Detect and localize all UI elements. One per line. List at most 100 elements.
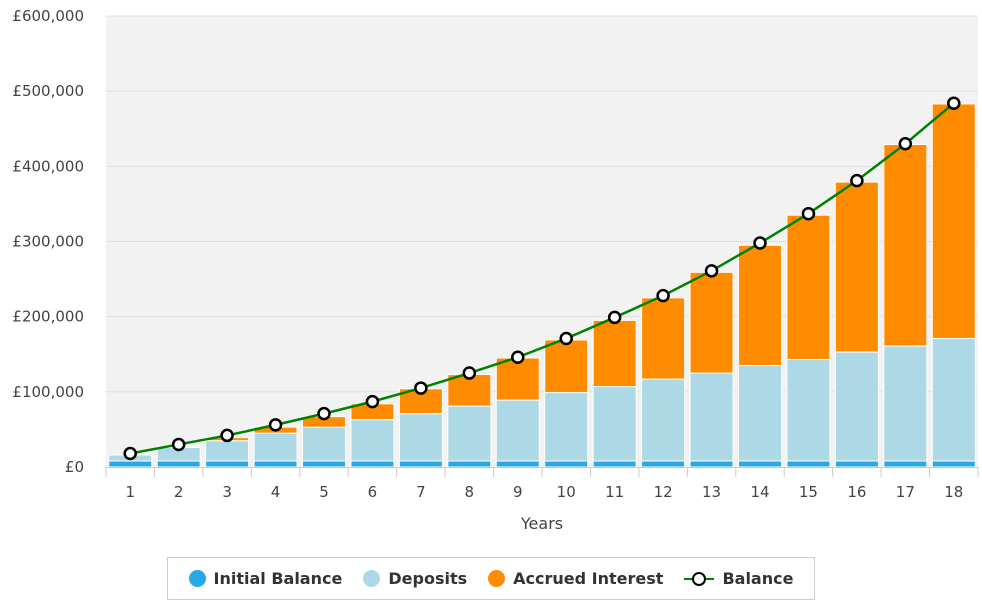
legend-dot-icon: [363, 570, 381, 587]
bar-accrued-interest[interactable]: [641, 297, 686, 380]
bar-initial-balance[interactable]: [592, 460, 637, 468]
bar-initial-balance[interactable]: [350, 460, 395, 468]
bar-deposits[interactable]: [883, 345, 928, 462]
x-tick-label: 5: [319, 483, 329, 501]
bar-deposits[interactable]: [689, 372, 734, 462]
balance-point[interactable]: [268, 418, 283, 432]
legend-label: Accrued Interest: [513, 569, 664, 588]
x-tick-label: 9: [513, 483, 523, 501]
balance-point[interactable]: [123, 446, 137, 461]
bar-initial-balance[interactable]: [641, 460, 686, 468]
balance-point[interactable]: [414, 381, 428, 395]
x-tick-label: 4: [271, 483, 281, 501]
bar-initial-balance[interactable]: [689, 460, 734, 468]
bar-initial-balance[interactable]: [447, 460, 492, 468]
bar-initial-balance[interactable]: [253, 460, 298, 468]
bar-initial-balance[interactable]: [883, 460, 928, 468]
bar-initial-balance[interactable]: [738, 460, 782, 468]
balance-point[interactable]: [559, 331, 573, 346]
bar-accrued-interest[interactable]: [447, 374, 492, 407]
x-tick-label: 15: [799, 483, 818, 501]
x-tick-label: 2: [174, 483, 184, 501]
x-tick-label: 6: [368, 483, 378, 501]
legend-item-deposits[interactable]: Deposits: [363, 569, 467, 588]
bar-deposits[interactable]: [786, 359, 831, 462]
y-tick-label: £100,000: [12, 383, 84, 401]
bar-initial-balance[interactable]: [495, 460, 540, 468]
bar-deposits[interactable]: [641, 378, 686, 462]
x-tick-label: 12: [654, 483, 673, 501]
legend-dot-icon: [488, 570, 506, 587]
bar-deposits[interactable]: [350, 419, 395, 462]
x-tick-label: 17: [896, 483, 915, 501]
balance-point[interactable]: [317, 406, 331, 421]
balance-point[interactable]: [462, 366, 477, 380]
legend: Initial Balance Deposits Accrued Interes…: [167, 557, 815, 600]
y-tick-label: £500,000: [12, 82, 84, 100]
gridlines: [106, 15, 978, 393]
y-tick-label: £200,000: [12, 308, 84, 326]
balance-point[interactable]: [947, 96, 961, 110]
legend-item-initial-balance[interactable]: Initial Balance: [188, 569, 343, 588]
bar-deposits[interactable]: [738, 365, 782, 462]
balance-point[interactable]: [220, 428, 234, 443]
bar-initial-balance[interactable]: [931, 460, 976, 468]
bar-accrued-interest[interactable]: [592, 319, 637, 388]
balance-point[interactable]: [850, 173, 864, 188]
y-tick-label: £600,000: [12, 7, 84, 25]
legend-label: Initial Balance: [213, 569, 343, 588]
bars: [108, 103, 976, 468]
balance-point[interactable]: [801, 206, 816, 221]
bar-initial-balance[interactable]: [108, 460, 153, 468]
y-tick-label: £400,000: [12, 157, 84, 175]
bar-accrued-interest[interactable]: [883, 144, 928, 347]
legend-label: Deposits: [388, 569, 468, 588]
balance-line-path: [129, 102, 955, 455]
bar-accrued-interest[interactable]: [544, 339, 589, 394]
balance-point[interactable]: [365, 394, 380, 409]
bar-deposits[interactable]: [302, 426, 346, 462]
bar-deposits[interactable]: [544, 392, 589, 462]
bar-deposits[interactable]: [834, 351, 879, 462]
bar-initial-balance[interactable]: [302, 460, 346, 468]
x-tick-label: 1: [125, 483, 135, 501]
balance-point[interactable]: [607, 310, 622, 325]
bar-deposits[interactable]: [253, 432, 298, 462]
bar-deposits[interactable]: [398, 413, 443, 462]
tick-labels: £0 £100,000 £200,000 £300,000 £400,000 £500,0…: [12, 7, 963, 501]
y-tick-label: £0: [65, 458, 84, 476]
balance-point[interactable]: [171, 437, 186, 452]
bar-deposits[interactable]: [495, 399, 540, 462]
legend-line-marker-icon: [684, 571, 715, 587]
x-tick-label: 10: [557, 483, 576, 501]
bar-deposits[interactable]: [205, 440, 250, 462]
bar-accrued-interest[interactable]: [834, 181, 879, 353]
bar-accrued-interest[interactable]: [495, 357, 540, 401]
balance-point[interactable]: [753, 236, 767, 250]
x-tick-label: 16: [847, 483, 866, 501]
bar-initial-balance[interactable]: [544, 460, 589, 468]
bar-initial-balance[interactable]: [156, 460, 201, 468]
bar-deposits[interactable]: [447, 405, 492, 462]
bar-accrued-interest[interactable]: [738, 244, 782, 367]
y-tick-label: £300,000: [12, 233, 84, 251]
balance-point[interactable]: [656, 288, 670, 303]
bar-accrued-interest[interactable]: [786, 214, 831, 361]
x-tick-label: 13: [702, 483, 721, 501]
bar-deposits[interactable]: [592, 386, 637, 462]
bar-initial-balance[interactable]: [786, 460, 831, 468]
legend-item-balance[interactable]: Balance: [684, 569, 793, 588]
balance-point[interactable]: [511, 350, 525, 365]
balance-point[interactable]: [898, 137, 913, 151]
legend-item-accrued-interest[interactable]: Accrued Interest: [488, 569, 663, 588]
bar-initial-balance[interactable]: [398, 460, 443, 468]
bar-initial-balance[interactable]: [205, 460, 250, 468]
balance-point[interactable]: [704, 264, 719, 278]
bar-initial-balance[interactable]: [834, 460, 879, 468]
bar-accrued-interest[interactable]: [689, 271, 734, 374]
bar-accrued-interest[interactable]: [931, 103, 976, 339]
legend-dot-icon: [188, 570, 206, 587]
bar-deposits[interactable]: [931, 337, 976, 462]
